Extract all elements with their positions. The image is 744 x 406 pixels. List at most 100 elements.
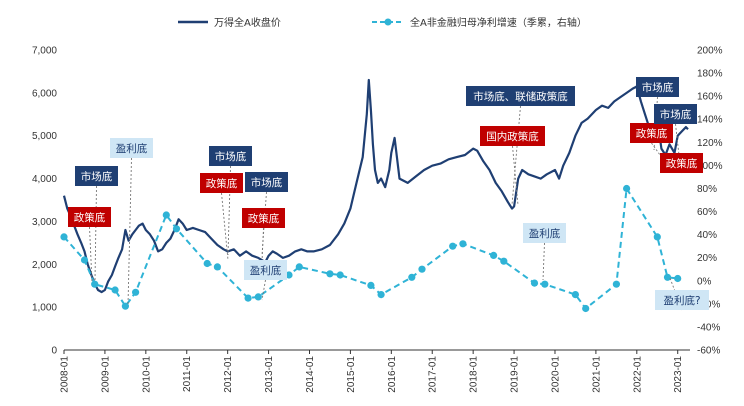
y-left-tick-label: 6,000 [32, 88, 57, 99]
annotation-pointer [651, 142, 661, 156]
series-area [60, 78, 689, 313]
annotation-label: 市场底 [642, 81, 674, 94]
y-left-tick-label: 5,000 [32, 131, 57, 142]
series-point-profit [91, 280, 99, 288]
annotation-label: 政策底 [74, 211, 106, 224]
y-right-tick-label: 200% [697, 46, 723, 57]
annotation-pointer [221, 192, 229, 261]
y-right-tick-label: 120% [697, 138, 723, 149]
series-point-profit [172, 225, 181, 233]
legend: 万得全A收盘价 全A非金融归母净利增速（季累，右轴） [178, 16, 587, 29]
y-left-tick-label: 2,000 [32, 260, 57, 271]
x-tick-label: 2021-01 [591, 356, 602, 393]
annotation-pointer [127, 157, 132, 306]
series-point-profit [571, 291, 580, 299]
legend-label-profit: 全A非金融归母净利增速（季累，右轴） [410, 16, 587, 29]
x-tick-label: 2009-01 [100, 356, 111, 393]
annotation-box [110, 138, 153, 158]
series-point-profit [408, 273, 416, 281]
series-point-profit [111, 286, 119, 294]
axes: 0 1,000 2,000 3,000 4,000 5,000 6,000 7,000 -60%… [32, 46, 723, 393]
annotation-pointer [89, 226, 93, 283]
x-tick-label: 2010-01 [141, 356, 152, 393]
series-point-profit [213, 263, 221, 271]
annotation-box [523, 223, 566, 243]
y-right-tick-label: 180% [697, 69, 723, 80]
legend-label-index: 万得全A收盘价 [214, 16, 281, 29]
y-right-tick-label: 140% [697, 115, 723, 126]
y-left-tick-label: 0 [51, 346, 57, 357]
series-point-profit [653, 233, 661, 241]
series-point-profit [674, 274, 682, 283]
y-right-tick-label: 80% [697, 184, 717, 195]
series-point-profit [490, 251, 498, 259]
y-left-tick-label: 4,000 [32, 174, 57, 185]
series-point-profit [326, 270, 334, 278]
series-point-profit [612, 280, 621, 288]
annotation-pointer [261, 279, 266, 301]
annotation-pointer [261, 227, 264, 263]
x-tick-label: 2019-01 [510, 356, 521, 393]
x-tick-label: 2023-01 [673, 356, 684, 393]
annotation-label: 国内政策底 [486, 130, 539, 143]
series-point-profit [254, 293, 262, 301]
annotation-label: 政策底 [636, 127, 668, 140]
series-point-profit [60, 233, 68, 241]
annotation-box [245, 172, 288, 192]
y-right-tick-label: 40% [697, 230, 717, 241]
series-point-profit [336, 271, 344, 279]
x-tick-label: 2020-01 [550, 356, 561, 393]
x-tick-label: 2013-01 [264, 356, 275, 393]
annotation-box [660, 153, 703, 173]
x-tick-label: 2014-01 [305, 356, 316, 393]
y-right-tick-label: -40% [697, 322, 720, 333]
series-point-profit [367, 281, 375, 289]
legend-marker-profit [384, 18, 392, 26]
annotation-pointer [675, 123, 680, 156]
annotation-label: 政策底 [248, 212, 280, 225]
y-right-tick-label: 160% [697, 92, 723, 103]
x-tick-label: 2012-01 [223, 356, 234, 393]
annotation-box [242, 208, 285, 228]
series-point-profit [582, 304, 590, 313]
series-point-profit [244, 294, 252, 302]
x-tick-label: 2022-01 [632, 356, 643, 393]
annotation-label: 政策底 [206, 177, 238, 190]
annotation-pointer [227, 165, 231, 256]
series-point-profit [285, 271, 293, 279]
series-line-index [62, 78, 689, 294]
annotation-pointer [94, 185, 97, 281]
annotation-label: 盈利底 [116, 142, 148, 155]
series-point-profit [132, 288, 140, 296]
series-point-profit [449, 242, 457, 250]
annotation-box [75, 166, 118, 186]
series-point-profit [459, 240, 467, 248]
series-point-profit [623, 184, 631, 193]
annotation-label: 市场底、联储政策底 [473, 90, 568, 103]
x-tick-label: 2018-01 [469, 356, 480, 393]
annotation-label: 盈利底 [250, 264, 282, 277]
annotation-label: 政策底 [666, 157, 698, 170]
y-right-tick-label: 20% [697, 253, 717, 264]
annotation-pointer [542, 242, 545, 281]
y-left-tick-label: 3,000 [32, 217, 57, 228]
series-point-profit [121, 302, 129, 310]
annotation-label: 市场底 [215, 150, 247, 163]
annotation-label: 市场底 [251, 176, 283, 189]
series-point-profit [541, 280, 549, 288]
series-point-profit [500, 257, 508, 265]
y-right-tick-label: 60% [697, 207, 717, 218]
y-left-tick-label: 7,000 [32, 46, 57, 57]
annotation-box [655, 290, 709, 310]
series-point-profit [663, 273, 672, 281]
annotation-label: 市场底 [81, 170, 113, 183]
series-point-profit [80, 256, 89, 264]
annotation-box [68, 207, 111, 227]
annotation-box [630, 123, 673, 143]
series-point-profit [377, 291, 385, 299]
y-right-tick-label: 100% [697, 161, 723, 172]
annotation-box [480, 126, 545, 146]
series-point-profit [418, 265, 426, 273]
